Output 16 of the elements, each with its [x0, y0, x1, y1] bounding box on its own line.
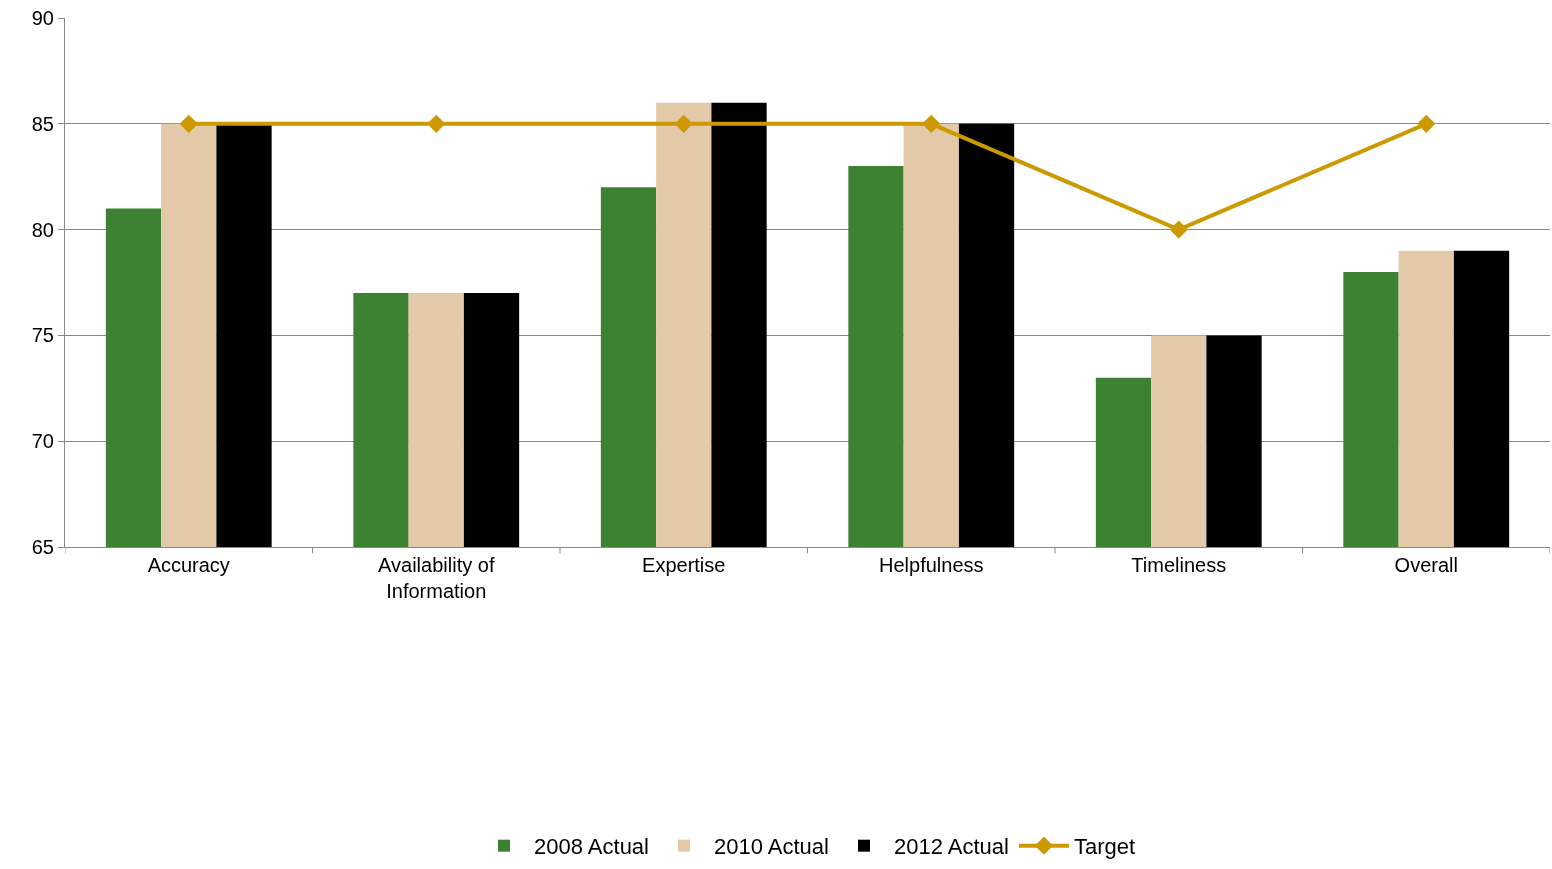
y-tick-label: 80 [31, 218, 54, 241]
y-tick-label: 90 [31, 7, 54, 29]
x-tick-label: Accuracy [147, 554, 230, 576]
x-tick-label: Timeliness [1131, 554, 1227, 576]
legend-label: Target [1073, 834, 1136, 860]
y-tick-label: 65 [31, 536, 54, 558]
x-tick-label: Availability of Information [378, 554, 495, 602]
legend-label: 2010 Actual [713, 834, 829, 860]
y-tick-label: 85 [31, 112, 54, 135]
legend-label: 2008 Actual [534, 834, 649, 860]
legend-label: 2012 Actual [893, 834, 1009, 860]
x-tick-label: Overall [1394, 554, 1458, 576]
x-tick-label: Helpfulness [878, 554, 984, 576]
y-tick-label: 75 [31, 324, 54, 347]
y-tick-label: 70 [31, 430, 54, 453]
x-tick-label: Expertise [642, 554, 726, 576]
